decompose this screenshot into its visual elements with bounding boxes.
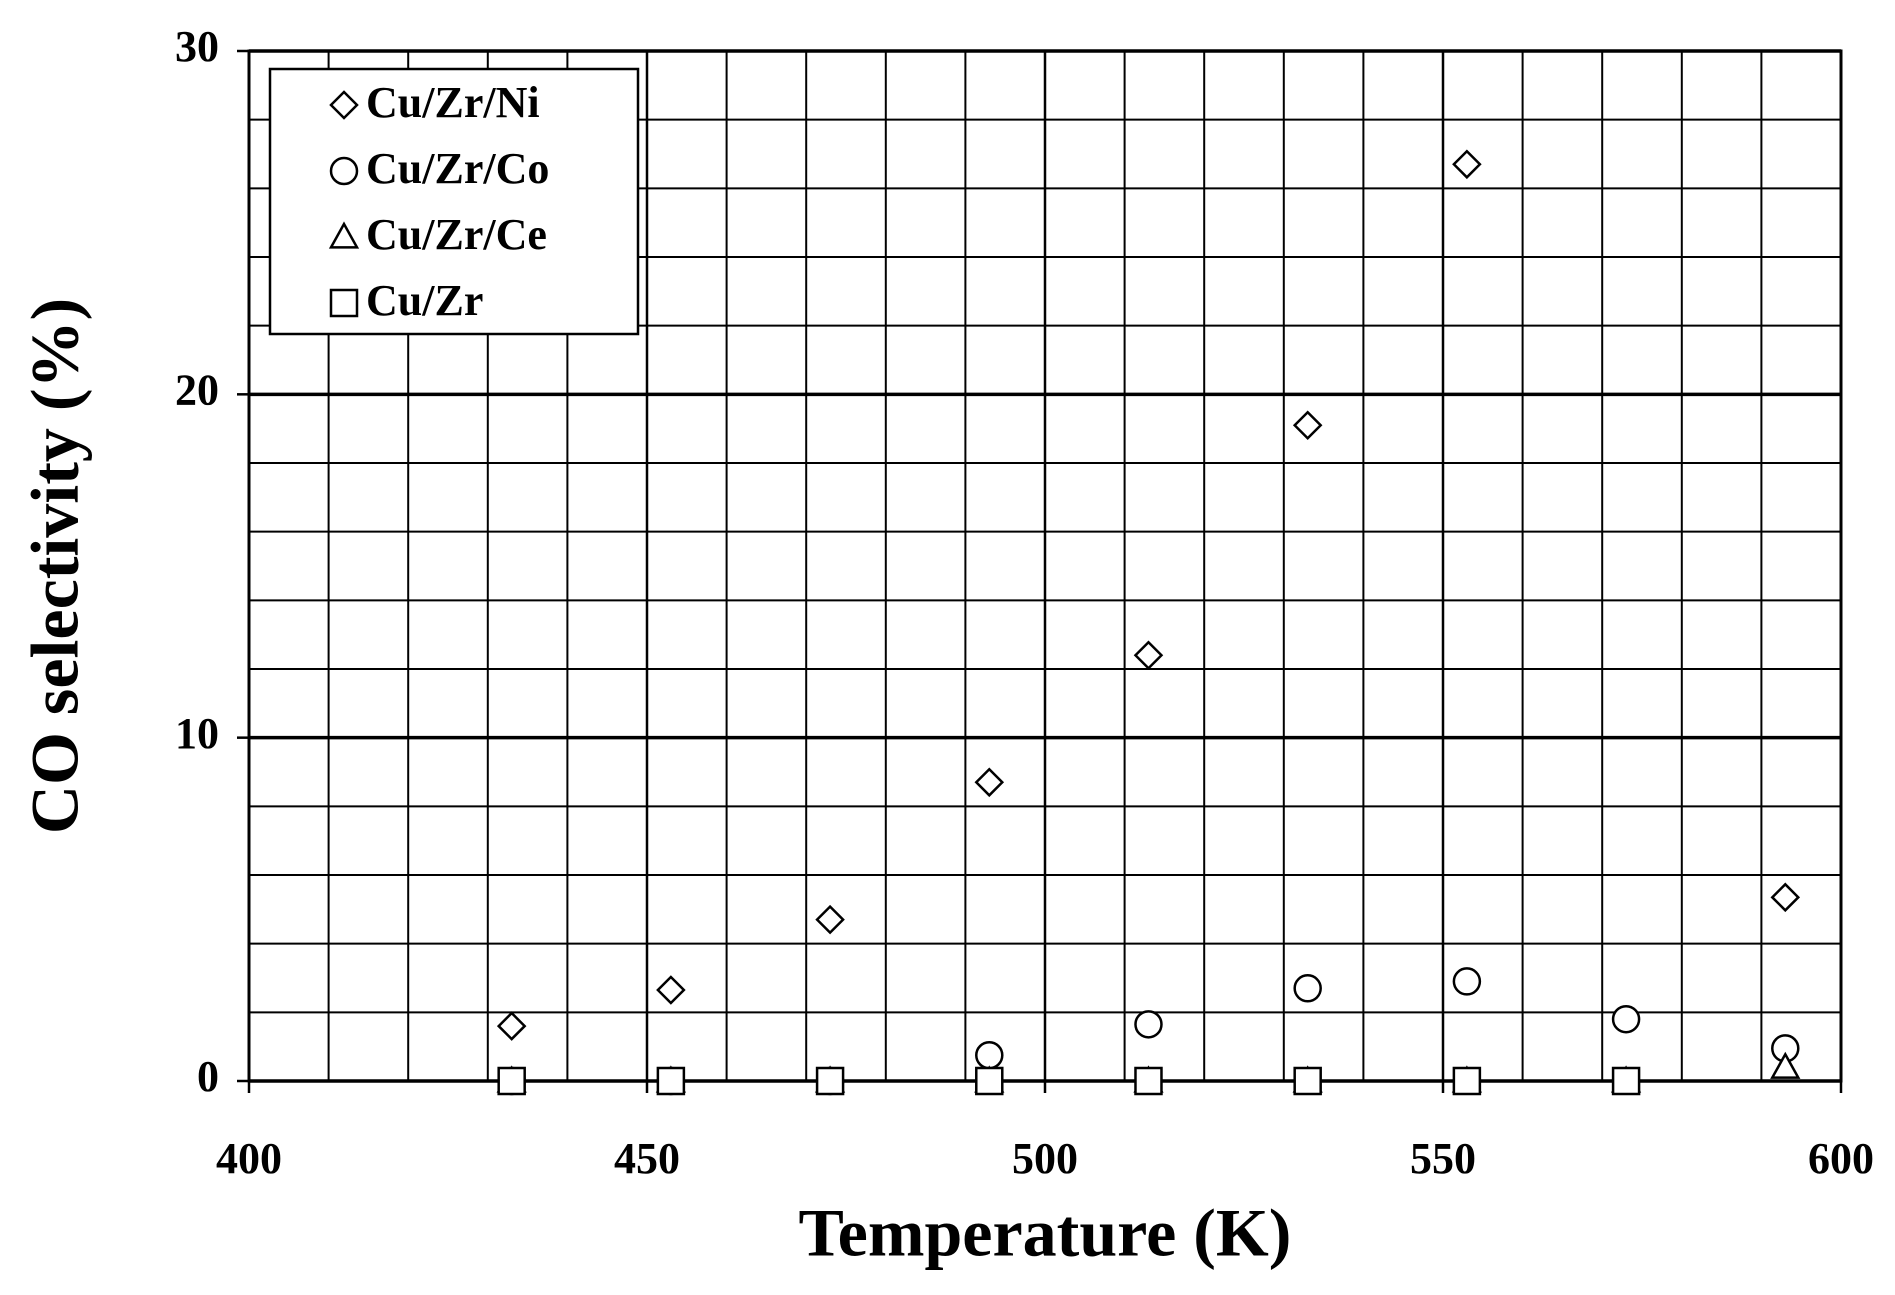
marker bbox=[1452, 1066, 1482, 1096]
marker bbox=[1770, 882, 1801, 913]
legend-label: Cu/Zr/Co bbox=[366, 144, 549, 193]
marker bbox=[1770, 1051, 1801, 1079]
x-tick-label: 450 bbox=[614, 1134, 680, 1183]
marker bbox=[1611, 1066, 1641, 1096]
marker bbox=[815, 904, 845, 935]
marker bbox=[656, 975, 686, 1005]
x-axis-title: Temperature (K) bbox=[799, 1195, 1292, 1271]
y-tick-label: 10 bbox=[175, 709, 219, 758]
marker bbox=[1134, 1066, 1163, 1096]
marker bbox=[656, 1066, 686, 1096]
x-tick-label: 550 bbox=[1410, 1134, 1476, 1183]
marker bbox=[1292, 410, 1323, 441]
legend-label: Cu/Zr bbox=[366, 276, 483, 325]
legend-label: Cu/Zr/Ni bbox=[366, 78, 540, 127]
marker bbox=[497, 1066, 526, 1096]
x-tick-label: 400 bbox=[216, 1134, 282, 1183]
x-tick-label: 500 bbox=[1012, 1134, 1078, 1183]
marker bbox=[1452, 967, 1482, 996]
marker bbox=[815, 1066, 845, 1096]
plot-frame bbox=[247, 49, 1843, 1083]
marker bbox=[328, 221, 360, 249]
legend-label: Cu/Zr/Ce bbox=[366, 210, 547, 259]
marker bbox=[1293, 974, 1322, 1003]
marker bbox=[1452, 149, 1482, 180]
x-tick-label: 600 bbox=[1808, 1134, 1874, 1183]
marker bbox=[974, 767, 1005, 798]
y-axis-title: CO selectivity (%) bbox=[17, 298, 93, 834]
marker bbox=[329, 90, 359, 120]
marker bbox=[1133, 640, 1164, 671]
marker bbox=[329, 288, 359, 318]
marker bbox=[329, 156, 359, 186]
marker bbox=[1134, 1010, 1163, 1039]
y-tick-label: 0 bbox=[197, 1052, 219, 1101]
marker bbox=[975, 1041, 1004, 1070]
marker bbox=[1293, 1066, 1322, 1096]
y-tick-label: 20 bbox=[175, 365, 219, 414]
marker bbox=[1611, 1004, 1641, 1034]
marker bbox=[975, 1066, 1004, 1096]
marker bbox=[496, 1011, 527, 1041]
y-tick-label: 30 bbox=[175, 22, 219, 71]
